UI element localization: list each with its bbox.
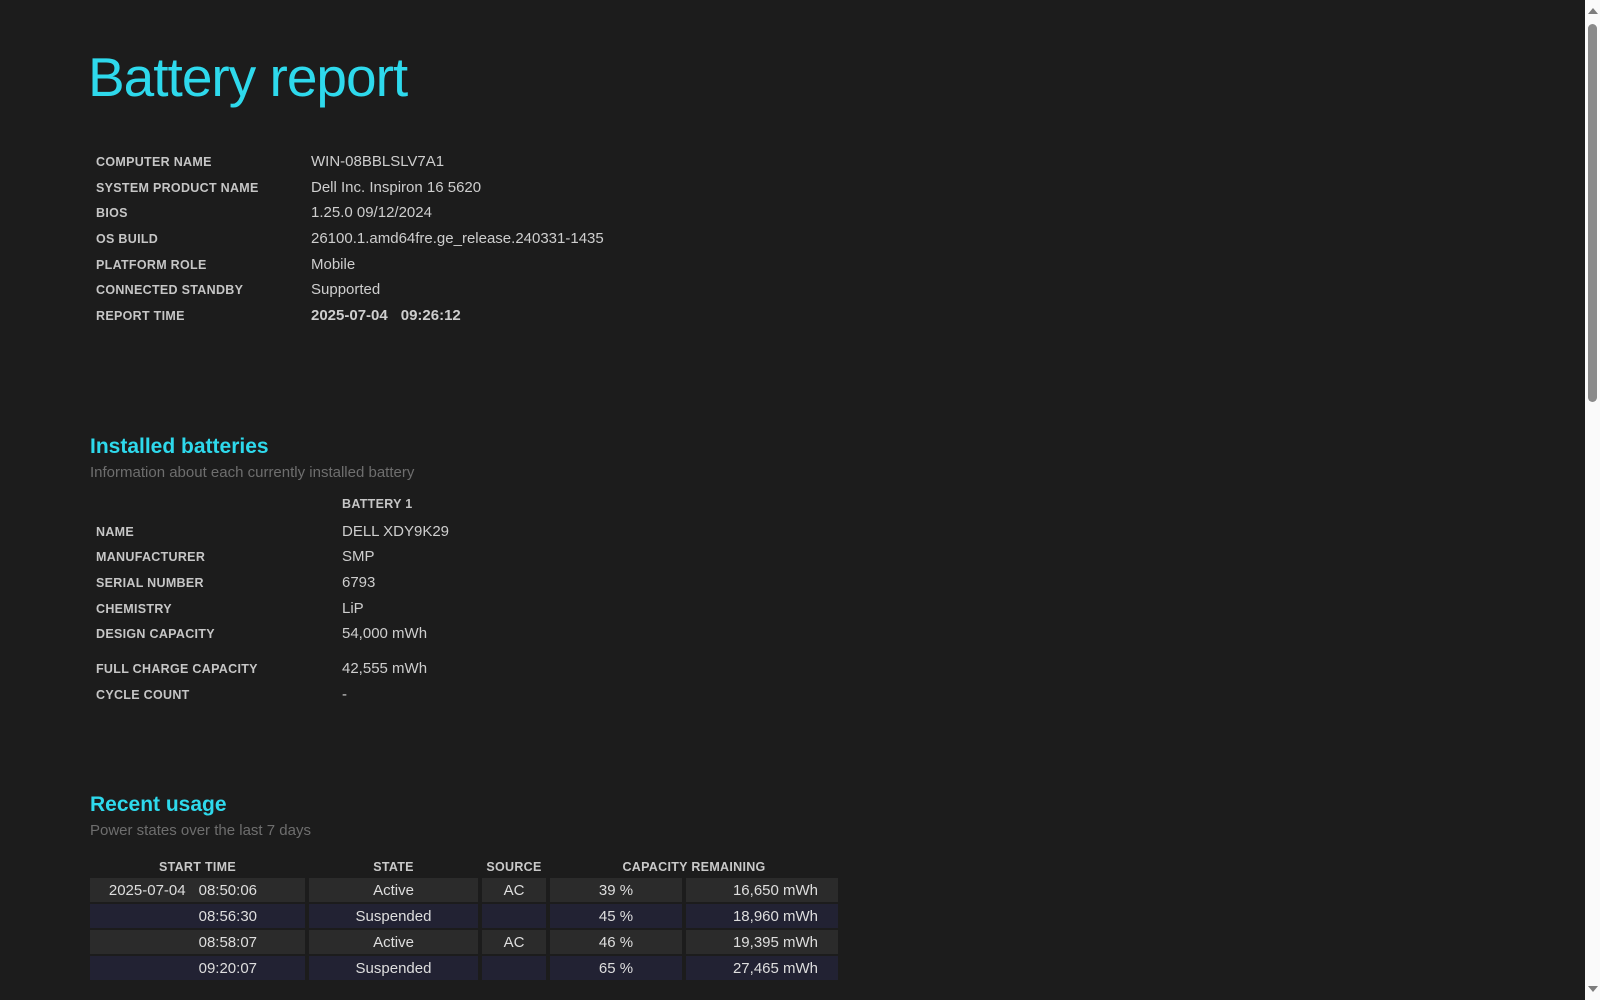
system-info-row: PLATFORM ROLE Mobile (96, 256, 604, 282)
system-info-row: OS BUILD 26100.1.amd64fre.ge_release.240… (96, 230, 604, 256)
recent-usage-section: Recent usage Power states over the last … (90, 791, 311, 842)
info-value: Dell Inc. Inspiron 16 5620 (311, 178, 482, 196)
usage-row: 09:20:07 Suspended 65 % 27,465 mWh (90, 956, 839, 980)
scroll-down-icon[interactable] (1587, 986, 1598, 992)
info-label: BIOS (96, 206, 128, 221)
usage-mwh: 19,395 mWh (686, 930, 839, 954)
vertical-scrollbar[interactable] (1585, 0, 1600, 1000)
info-label: PLATFORM ROLE (96, 257, 207, 272)
usage-date: 2025-07-04 (108, 881, 186, 899)
battery-row: NAME DELL XDY9K29 (96, 523, 449, 549)
col-header-state: STATE (373, 860, 414, 874)
usage-percent: 45 % (550, 904, 682, 928)
usage-row: 08:58:07 Active AC 46 % 19,395 mWh (90, 930, 839, 954)
battery-value: SMP (342, 548, 375, 566)
usage-percent: 65 % (550, 956, 682, 980)
section-subtitle-installed-batteries: Information about each currently install… (90, 464, 415, 481)
usage-percent: 46 % (550, 930, 682, 954)
usage-start-time: 09:20:07 (90, 956, 305, 980)
usage-mwh: 16,650 mWh (686, 878, 839, 902)
battery-column-header: BATTERY 1 (342, 497, 413, 511)
battery-label: CHEMISTRY (96, 601, 172, 616)
battery-details-table: BATTERY 1 NAME DELL XDY9K29 MANUFACTURER… (96, 497, 449, 712)
usage-start-time: 2025-07-04 08:50:06 (90, 878, 305, 902)
usage-row: 2025-07-04 08:50:06 Active AC 39 % 16,650… (90, 878, 839, 902)
usage-percent: 39 % (550, 878, 682, 902)
report-time: 09:26:12 (400, 307, 461, 325)
usage-source (482, 904, 546, 928)
battery-value: DELL XDY9K29 (342, 522, 450, 540)
battery-label: DESIGN CAPACITY (96, 627, 215, 642)
usage-source: AC (482, 878, 546, 902)
usage-time: 09:20:07 (198, 959, 257, 977)
usage-header-row: START TIME STATE SOURCE CAPACITY REMAINI… (90, 858, 838, 876)
system-info-row: SYSTEM PRODUCT NAME Dell Inc. Inspiron 1… (96, 179, 604, 205)
col-header-start-time: START TIME (158, 860, 237, 874)
col-header-capacity-remaining: CAPACITY REMAINING (622, 860, 766, 874)
battery-value: 54,000 mWh (342, 625, 428, 643)
battery-label: SERIAL NUMBER (96, 576, 204, 591)
system-info-table: COMPUTER NAME WIN-08BBLSLV7A1 SYSTEM PRO… (96, 153, 604, 333)
battery-row: CHEMISTRY LiP (96, 600, 449, 626)
usage-mwh: 18,960 mWh (686, 904, 839, 928)
installed-batteries-section: Installed batteries Information about ea… (90, 433, 414, 484)
battery-value: 6793 (342, 574, 376, 592)
report-date: 2025-07-04 (311, 307, 388, 325)
section-heading-recent-usage: Recent usage (90, 793, 227, 816)
recent-usage-table: START TIME STATE SOURCE CAPACITY REMAINI… (86, 856, 842, 982)
page-title: Battery report (88, 46, 408, 108)
battery-row: DESIGN CAPACITY 54,000 mWh (96, 625, 449, 651)
info-value: 1.25.0 09/12/2024 (311, 204, 432, 222)
system-info-row: BIOS 1.25.0 09/12/2024 (96, 204, 604, 230)
system-info-row: CONNECTED STANDBY Supported (96, 281, 604, 307)
usage-time: 08:50:06 (198, 881, 257, 899)
scrollbar-thumb[interactable] (1588, 24, 1597, 402)
info-label: OS BUILD (96, 232, 159, 247)
col-header-source: SOURCE (486, 860, 542, 874)
info-value: Mobile (311, 255, 356, 273)
info-label: CONNECTED STANDBY (96, 283, 244, 298)
report-time-value: 2025-07-04 09:26:12 (311, 307, 461, 324)
usage-source: AC (482, 930, 546, 954)
scroll-up-icon[interactable] (1587, 8, 1598, 14)
battery-row: CYCLE COUNT - (96, 686, 449, 712)
usage-mwh: 27,465 mWh (686, 956, 839, 980)
usage-row: 08:56:30 Suspended 45 % 18,960 mWh (90, 904, 839, 928)
usage-time: 08:56:30 (198, 907, 257, 925)
system-info-row-report-time: REPORT TIME 2025-07-04 09:26:12 (96, 307, 604, 333)
system-info-row: COMPUTER NAME WIN-08BBLSLV7A1 (96, 153, 604, 179)
usage-time: 08:58:07 (198, 933, 257, 951)
battery-row: FULL CHARGE CAPACITY 42,555 mWh (96, 660, 449, 686)
usage-state: Suspended (309, 956, 478, 980)
battery-value: 42,555 mWh (342, 660, 428, 678)
usage-state: Suspended (309, 904, 478, 928)
section-subtitle-recent-usage: Power states over the last 7 days (90, 822, 311, 839)
usage-state: Active (309, 930, 478, 954)
info-value: Supported (311, 281, 381, 299)
battery-row: SERIAL NUMBER 6793 (96, 574, 449, 600)
battery-label: FULL CHARGE CAPACITY (96, 662, 258, 677)
section-heading-installed-batteries: Installed batteries (90, 435, 269, 458)
info-value: 26100.1.amd64fre.ge_release.240331-1435 (311, 230, 604, 248)
usage-start-time: 08:58:07 (90, 930, 305, 954)
battery-row: MANUFACTURER SMP (96, 548, 449, 574)
usage-state: Active (309, 878, 478, 902)
battery-value: LiP (342, 599, 364, 617)
info-value: WIN-08BBLSLV7A1 (311, 153, 445, 170)
battery-label: MANUFACTURER (96, 550, 206, 565)
info-label: SYSTEM PRODUCT NAME (96, 180, 259, 195)
usage-source (482, 956, 546, 980)
battery-label: CYCLE COUNT (96, 687, 190, 702)
battery-value: - (342, 685, 347, 703)
battery-label: NAME (96, 524, 135, 539)
info-label: REPORT TIME (96, 309, 185, 324)
usage-start-time: 08:56:30 (90, 904, 305, 928)
battery-column-header-row: BATTERY 1 (96, 497, 449, 523)
info-label: COMPUTER NAME (96, 155, 212, 169)
